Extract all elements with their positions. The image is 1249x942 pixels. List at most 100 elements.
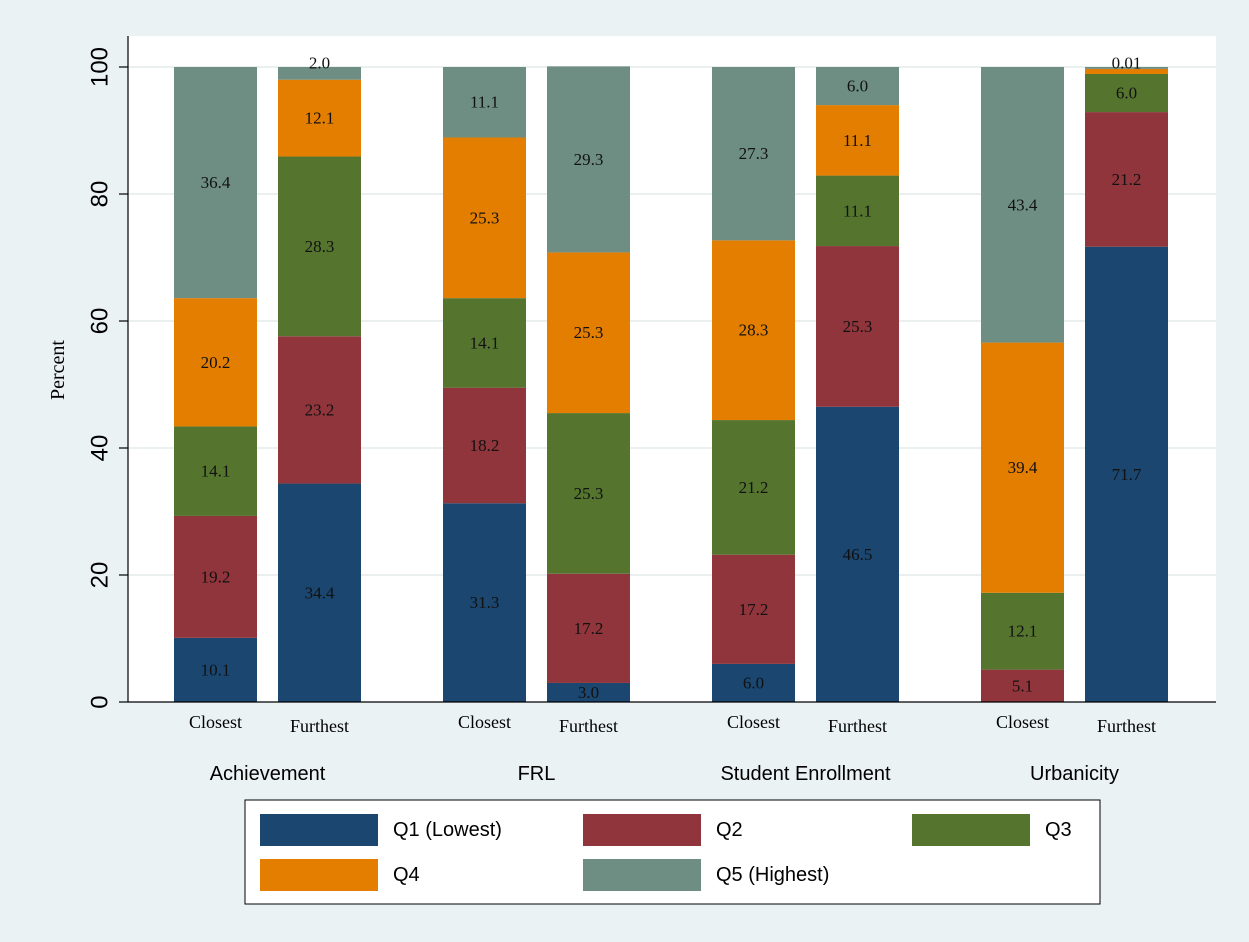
data-label: 29.3 — [574, 150, 604, 169]
bar-segment — [981, 669, 1064, 702]
bar-category-label: Furthest — [1097, 716, 1156, 736]
bar-segment — [1085, 67, 1168, 69]
bar-category-label: Closest — [727, 712, 780, 732]
y-tick-label: 60 — [87, 308, 114, 335]
y-tick-label: 20 — [87, 562, 114, 589]
bar-segment — [981, 342, 1064, 593]
group-label: Achievement — [210, 763, 326, 785]
data-label: 25.3 — [574, 323, 604, 342]
data-label: 25.3 — [470, 208, 500, 227]
data-label: 14.1 — [201, 462, 231, 481]
data-label: 43.4 — [1008, 195, 1038, 214]
bar-segment — [816, 67, 899, 106]
bar-segment — [443, 503, 526, 702]
y-axis: 0 20 40 60 80 100 Percent — [47, 36, 1216, 709]
bar-segment — [547, 573, 630, 683]
data-label: 19.2 — [201, 567, 231, 586]
legend-swatch — [583, 814, 701, 846]
data-label: 10.1 — [201, 660, 231, 679]
legend-label: Q3 — [1045, 819, 1072, 841]
x-axis-labels: Closest Furthest Closest Furthest Closest Fur… — [189, 712, 1156, 785]
legend-label: Q1 (Lowest) — [393, 819, 502, 841]
data-label: 11.1 — [470, 93, 499, 112]
data-label: 25.3 — [843, 317, 873, 336]
legend-swatch — [583, 859, 701, 891]
data-label: 28.3 — [739, 321, 769, 340]
bar-segment — [816, 246, 899, 407]
bar-segment — [816, 406, 899, 702]
bar-segment — [443, 67, 526, 138]
bar-segment — [1085, 246, 1168, 702]
bar-segment — [981, 592, 1064, 670]
data-label: 2.0 — [309, 54, 330, 73]
bar-category-label: Closest — [996, 712, 1049, 732]
legend-swatch — [912, 814, 1030, 846]
y-tick-label: 80 — [87, 181, 114, 208]
bars: 10.1 19.2 14.1 20.2 36.4 34.4 23.2 28.3 12.1 2.0 3… — [174, 54, 1168, 702]
group-label: FRL — [518, 763, 556, 785]
bar-segment — [278, 483, 361, 702]
data-label: 28.3 — [305, 237, 335, 256]
bar-segment — [816, 175, 899, 247]
bar-segment — [443, 137, 526, 299]
legend: Q1 (Lowest) Q2 Q3 Q4 Q5 (Highest) — [244, 799, 1101, 905]
bar-segment — [712, 663, 795, 702]
data-label: 12.1 — [1008, 622, 1038, 641]
bar-segment — [278, 79, 361, 157]
data-label: 36.4 — [201, 173, 231, 192]
bar-category-label: Closest — [458, 712, 511, 732]
data-label: 11.1 — [843, 201, 872, 220]
bar-segment — [278, 156, 361, 337]
data-label: 71.7 — [1112, 465, 1142, 484]
data-label: 17.2 — [739, 600, 769, 619]
data-label: 46.5 — [843, 545, 873, 564]
data-label: 3.0 — [578, 683, 599, 702]
bar-category-label: Closest — [189, 712, 242, 732]
data-label: 20.2 — [201, 353, 231, 372]
bar-segment — [174, 515, 257, 638]
bar-segment — [547, 682, 630, 702]
data-label: 39.4 — [1008, 458, 1038, 477]
data-label: 6.0 — [743, 673, 764, 692]
data-label: 6.0 — [847, 77, 868, 96]
group-label: Urbanicity — [1030, 763, 1119, 785]
bar-segment — [981, 67, 1064, 343]
data-label: 11.1 — [843, 131, 872, 150]
data-label: 17.2 — [574, 619, 604, 638]
data-label: 6.0 — [1116, 84, 1137, 103]
bar-segment — [1085, 112, 1168, 247]
legend-swatch — [260, 814, 378, 846]
group-label: Student Enrollment — [720, 763, 891, 785]
data-label: 31.3 — [470, 593, 500, 612]
bar-segment — [547, 252, 630, 414]
bar-segment — [712, 240, 795, 421]
bar-segment — [174, 426, 257, 516]
data-label: 0.01 — [1112, 54, 1142, 73]
bar-segment — [547, 66, 630, 253]
y-axis-title: Percent — [47, 340, 69, 400]
legend-label: Q5 (Highest) — [716, 864, 829, 886]
data-label: 27.3 — [739, 144, 769, 163]
data-label: 18.2 — [470, 436, 500, 455]
legend-label: Q2 — [716, 819, 743, 841]
bar-segment — [174, 298, 257, 427]
bar-segment — [1085, 73, 1168, 113]
bar-segment — [443, 387, 526, 504]
bar-segment — [1085, 68, 1168, 74]
bar-category-label: Furthest — [828, 716, 887, 736]
bar-segment — [712, 554, 795, 664]
y-tick-label: 100 — [87, 47, 114, 87]
legend-label: Q4 — [393, 864, 420, 886]
bar-category-label: Furthest — [290, 716, 349, 736]
data-label: 23.2 — [305, 400, 335, 419]
bar-category-label: Furthest — [559, 716, 618, 736]
data-label: 21.2 — [739, 478, 769, 497]
data-label: 21.2 — [1112, 170, 1142, 189]
y-tick-label: 0 — [87, 695, 114, 708]
legend-swatch — [260, 859, 378, 891]
bar-segment — [712, 420, 795, 555]
bar-segment — [174, 637, 257, 702]
data-label: 5.1 — [1012, 676, 1033, 695]
